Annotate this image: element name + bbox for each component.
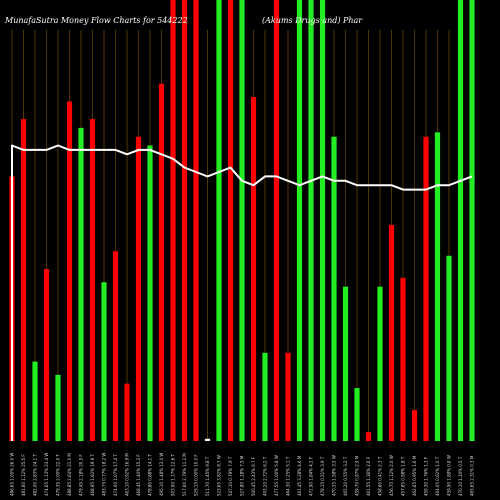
x-tick-label: 459.90 1.88% 0.8 W: [447, 455, 452, 496]
x-tick-label: 529.15 0.00% 10.0 F: [194, 454, 199, 496]
x-tick-label: 465.20 0.55% 3.2 T: [343, 456, 348, 496]
bar-down: [227, 0, 234, 441]
bar-down: [388, 224, 395, 441]
x-tick-label: 474.00 1.07% 17.4 T: [113, 454, 118, 496]
x-tick-label: 459.70 0.97% 2.9 M: [355, 455, 360, 496]
bar-up: [319, 0, 326, 441]
bar-down: [423, 136, 429, 441]
x-tick-label: 461.55 1.36% 2.6 F: [366, 456, 371, 496]
money-flow-line: [11, 144, 473, 441]
x-tick-label: 462.65 0.95% 1.6 M: [412, 455, 417, 496]
bar-down: [193, 0, 199, 441]
bar-down: [135, 136, 142, 441]
x-tick-label: 458.60 0.41% 2.3 T: [378, 456, 383, 496]
bar-up: [55, 374, 61, 441]
x-tick-label: 482.00 2.83% 24.1 T: [33, 454, 38, 496]
x-tick-label: 457.85 0.98% 1.8 T: [401, 456, 406, 496]
bar-up: [239, 0, 245, 441]
bar-up: [434, 132, 441, 442]
x-tick-label: 503.90 1.17% 12.6 T: [171, 454, 176, 496]
bar-down: [400, 277, 406, 441]
x-tick-label: 477.55 1.00% 5.8 W: [274, 455, 279, 496]
x-tick-label: 488.85 2.64% 21.0 M: [67, 453, 72, 496]
x-tick-label: 472.90 1.84% 4.2 F: [309, 456, 314, 496]
x-tick-label: 478.15 0.51% 3.9 T: [320, 456, 325, 496]
bar-up: [147, 145, 153, 441]
x-tick-label: 483.75 0.77% 18.2 W: [102, 453, 107, 496]
x-tick-label: 486.65 1.00% 26.0 W: [10, 453, 15, 496]
x-tick-label: 464.30 1.25% 5.1 T: [286, 456, 291, 496]
bar-down: [43, 269, 50, 441]
x-tick-label: 463.10 0.92% 16.9 M: [125, 453, 130, 496]
bar-up: [78, 127, 84, 441]
x-tick-label: 470.10 1.20% 0.5 T: [458, 456, 463, 496]
bar-down: [89, 119, 96, 441]
bar-down: [181, 0, 188, 441]
chart-subtitle: (Akums Drugs and) Phar: [262, 16, 363, 25]
bar-neutral: [204, 438, 211, 441]
chart-title: MunafaSutra Money Flow Charts for 544222: [4, 16, 188, 25]
x-tick-labels: 486.65 1.00% 26.0 W 481.60 1.12% 25.5 F 48…: [10, 453, 475, 496]
x-tick-label: 527.80 1.28% 7.5 M: [240, 455, 245, 496]
x-tick-label: 495.10 1.48% 13.0 W: [159, 453, 164, 496]
bar-up: [296, 0, 303, 441]
bar-up: [101, 282, 107, 441]
x-tick-label: 468.95 1.92% 19.9 T: [90, 454, 95, 496]
bar-down: [170, 0, 176, 441]
x-tick-label: 523.65 3.82% 8.7 W: [217, 455, 222, 496]
x-tick-label: 511.70 1.45% 9.8 T: [205, 456, 210, 496]
bar-down: [112, 251, 119, 441]
bar-up: [457, 0, 464, 441]
bar-down: [250, 97, 257, 442]
bar-up: [342, 286, 349, 441]
bar-up: [216, 0, 222, 441]
bar-up: [32, 361, 38, 441]
bar-down: [273, 0, 280, 441]
x-tick-label: 479.35 2.00% 22.0 T: [56, 454, 61, 496]
x-tick-label: 517.60 2.79% 11.2 M: [182, 453, 187, 496]
x-tick-label: 470.35 1.58% 3.5 W: [332, 455, 337, 496]
x-tick-label: 493.20 2.72% 6.2 T: [263, 456, 268, 496]
x-tick-label: 468.45 1.40% 15.3 F: [136, 454, 141, 496]
x-tick-label: 459.30 1.76% 1.3 F: [424, 456, 429, 496]
bar-down: [365, 432, 372, 441]
bar-down: [411, 410, 418, 441]
bar-up: [308, 0, 314, 441]
bar-down: [124, 383, 130, 441]
bar-down: [20, 119, 27, 441]
x-tick-label: 479.45 2.18% 20.5 F: [79, 454, 84, 496]
x-tick-label: 481.60 1.12% 25.5 F: [21, 454, 26, 496]
x-tick-label: 474.65 1.13% 23.4 W: [44, 453, 49, 496]
x-tick-label: 478.80 0.88% 14.1 T: [148, 454, 153, 496]
x-tick-label: 465.65 2.31% 0.3 M: [470, 455, 475, 496]
bar-up: [354, 388, 360, 441]
bar-up: [469, 0, 475, 441]
bar-down: [158, 83, 165, 441]
bar-down: [285, 352, 291, 441]
x-tick-label: 461.45 3.28% 4.6 M: [297, 455, 302, 496]
flow-line: [11, 144, 473, 441]
x-tick-label: 464.05 0.62% 1.0 T: [435, 456, 440, 496]
bar-down: [66, 101, 73, 442]
bar-up: [377, 286, 383, 441]
bar-up: [262, 352, 268, 441]
bar-up: [331, 136, 337, 441]
x-tick-label: 500.45 2.43% 6.7 F: [251, 456, 256, 496]
x-tick-label: 456.75 1.12% 2.0 W: [389, 455, 394, 496]
bar-up: [446, 255, 452, 441]
bars: [9, 0, 475, 442]
x-tick-label: 547.10 0.79% 7.9 T: [228, 456, 233, 496]
